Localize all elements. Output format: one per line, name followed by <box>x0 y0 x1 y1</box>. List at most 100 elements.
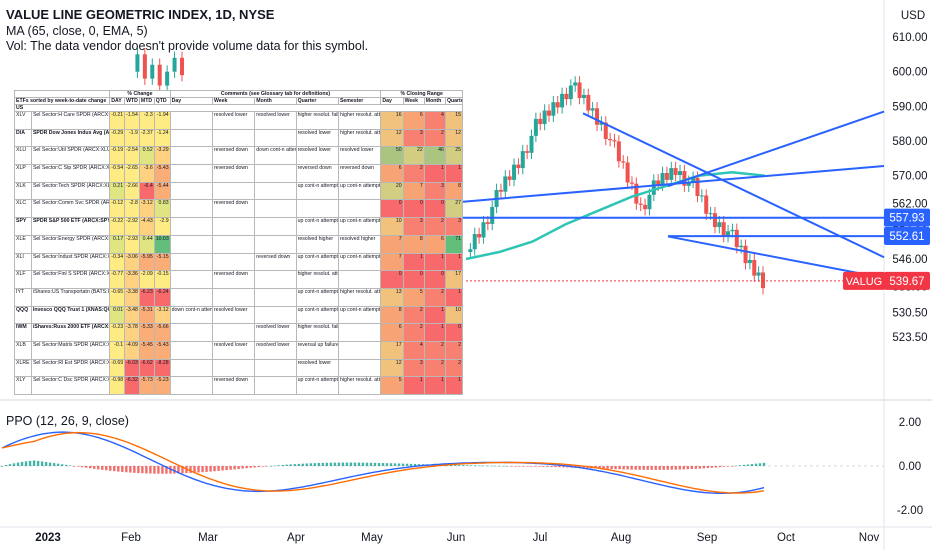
cell-ticker: DIA <box>14 128 32 148</box>
cell-r_month: 1 <box>423 376 446 395</box>
cell-mtd: -2.3 <box>138 111 155 130</box>
cell-ticker: XLC <box>14 199 32 219</box>
cell-r_q: 2 <box>444 340 464 360</box>
ppo-histogram-bar <box>377 462 381 466</box>
cell-mtd: -2.37 <box>138 128 155 148</box>
ppo-histogram-bar <box>181 466 184 474</box>
cell-c_month <box>254 234 297 254</box>
ppo-legend[interactable]: PPO (12, 26, 9, close) <box>6 414 129 428</box>
cell-day: -0.69 <box>109 358 126 378</box>
cell-r_day: 12 <box>380 358 404 378</box>
candle <box>647 194 652 210</box>
trendline[interactable] <box>582 112 885 259</box>
time-tick-label: Feb <box>121 532 141 544</box>
signal-line <box>1 431 765 494</box>
ppo-histogram-bar <box>129 466 132 473</box>
cell-qtd: -5.43 <box>153 340 171 360</box>
candle <box>157 64 162 86</box>
last-price-value: 539.67 <box>889 276 924 288</box>
cell-c_day <box>169 199 213 219</box>
cell-r_week: 1 <box>402 376 425 395</box>
cell-mtd: -3.6 <box>138 164 155 183</box>
ppo-histogram-bar <box>141 466 144 474</box>
cell-c_quarter: up cont-n attempt <box>295 376 339 395</box>
table-row: IYT iShares:US Transportatn (BATS:IYT) -0.… <box>14 287 464 307</box>
cell-c_sem: resolved higher <box>337 234 382 254</box>
ma-legend[interactable]: MA (65, close, 0, EMA, 5) <box>6 24 148 38</box>
cell-c_quarter: reversal up failure <box>295 340 339 360</box>
cell-r_day: 17 <box>380 340 404 360</box>
cell-wtd: -4.09 <box>124 340 140 360</box>
price-tick-label: 546.00 <box>892 254 927 266</box>
candle <box>512 164 517 180</box>
ppo-histogram-bar <box>48 462 52 466</box>
ppo-histogram-bar <box>109 466 112 471</box>
ppo-histogram-bar <box>157 466 160 474</box>
time-tick-label: Jun <box>447 532 466 544</box>
ppo-histogram-bar <box>309 463 313 466</box>
ppo-histogram-bar <box>341 462 345 466</box>
cell-r_month: 1 <box>423 323 446 342</box>
cell-c_sem: higher resolut. attempt <box>337 111 382 130</box>
candle <box>664 172 669 180</box>
cell-wtd: -2.66 <box>124 181 140 201</box>
cell-day: -0.98 <box>109 376 126 395</box>
ppo-histogram-bar <box>12 463 16 466</box>
ppo-histogram-bar <box>606 466 609 469</box>
cell-mtd: -5.95 <box>138 252 155 272</box>
ppo-histogram-bar <box>405 463 409 466</box>
candle <box>586 94 591 111</box>
cell-r_week: 6 <box>402 111 425 130</box>
cell-wtd: -6.03 <box>124 358 140 378</box>
col-header-mtd: MTD <box>138 97 155 105</box>
candle <box>590 108 595 111</box>
time-tick-label: Nov <box>859 532 880 544</box>
cell-r_month: 1 <box>423 164 446 183</box>
col-header-day: DAY <box>109 97 126 105</box>
ppo-histogram-bar <box>217 466 220 471</box>
cell-wtd: -2.8 <box>124 199 140 219</box>
candle <box>546 110 551 116</box>
cell-c_quarter: resolved lower <box>295 358 339 378</box>
ppo-histogram-bar <box>417 464 421 466</box>
trendline[interactable] <box>667 110 885 188</box>
candle <box>739 245 744 248</box>
price-tick-label: 600.00 <box>892 67 927 79</box>
ppo-histogram-bar <box>337 462 341 466</box>
ppo-histogram-bar <box>526 466 529 467</box>
candle <box>616 141 621 162</box>
cell-c_sem: up cont-n attempt <box>337 217 382 236</box>
ppo-histogram-bar <box>16 462 20 466</box>
cell-c_week: reversed down <box>211 270 256 289</box>
cell-c_week <box>211 234 256 254</box>
cell-r_month: 0 <box>423 199 446 219</box>
cell-name: Invesco QQQ Trust 1 (XNAS:QQQ) <box>30 305 111 325</box>
ppo-histogram-bar <box>634 466 637 470</box>
cell-mtd: -4.43 <box>138 217 155 236</box>
chart-title[interactable]: VALUE LINE GEOMETRIC INDEX, 1D, NYSE <box>6 7 275 22</box>
last-price-tag <box>884 271 930 290</box>
ppo-line <box>1 431 765 494</box>
cell-ticker: SPY <box>14 217 32 236</box>
ppo-histogram-bar <box>221 466 224 471</box>
trendline[interactable] <box>667 235 885 280</box>
cell-ticker: XLK <box>14 181 32 201</box>
candle <box>726 231 731 237</box>
cell-c_week <box>211 128 256 148</box>
symbol-tag <box>843 271 885 290</box>
ppo-histogram-bar <box>466 465 469 466</box>
candle <box>150 64 155 79</box>
cell-c_day <box>169 323 213 342</box>
ppo-histogram-bar <box>301 463 304 466</box>
cell-c_day <box>169 146 213 166</box>
ppo-histogram-bar <box>682 466 685 470</box>
cell-ticker: IYT <box>14 287 32 307</box>
candle <box>533 118 538 136</box>
cell-c_sem: up cont-n attempt <box>337 252 382 272</box>
cell-r_q: 25 <box>444 146 464 166</box>
cell-r_q: 1 <box>444 164 464 183</box>
cell-c_week: reversed down <box>211 146 256 166</box>
time-tick-label: May <box>361 532 383 544</box>
cell-r_month: 2 <box>423 287 446 307</box>
